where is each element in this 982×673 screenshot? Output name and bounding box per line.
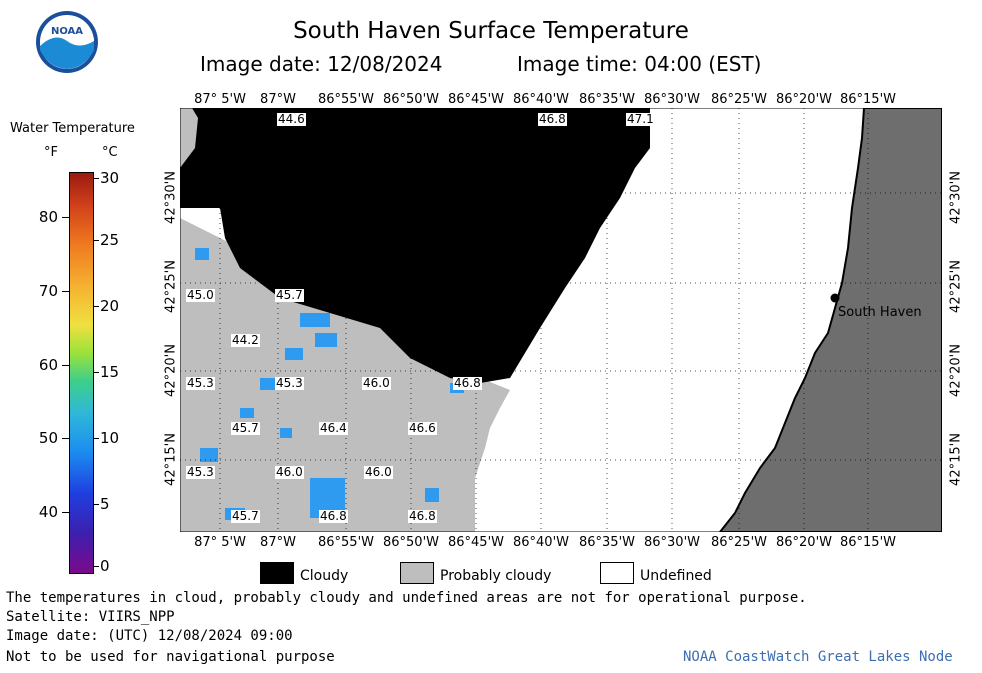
colorbar-c-tick: 30	[100, 169, 120, 187]
image-date: Image date: 12/08/2024	[200, 52, 443, 76]
lon-label-bottom: 87°W	[260, 535, 296, 550]
colorbar-f-tick: 70	[38, 282, 58, 300]
temperature-label: 46.8	[453, 376, 482, 390]
lat-label-left: 42°15'N	[163, 433, 179, 486]
colorbar-f-tick-mark	[62, 365, 69, 366]
colorbar-f-tick-mark	[62, 438, 69, 439]
legend-probably-cloudy-label: Probably cloudy	[440, 568, 552, 584]
colorbar-title: Water Temperature	[10, 121, 135, 136]
temperature-label: 46.8	[538, 112, 567, 126]
lon-label-top: 86°55'W	[317, 92, 374, 107]
colorbar-unit-c: °C	[102, 145, 118, 160]
temperature-label: 45.7	[275, 288, 304, 302]
lon-label-top: 86°15'W	[839, 92, 896, 107]
legend-cloudy-swatch	[260, 562, 294, 584]
temperature-label: 44.6	[277, 112, 306, 126]
colorbar-c-tick-mark	[93, 240, 99, 241]
temperature-label: 46.6	[408, 421, 437, 435]
colorbar-f-tick: 50	[38, 429, 58, 447]
colorbar-c-tick-mark	[93, 438, 99, 439]
colorbar-c-tick: 5	[100, 495, 110, 513]
colorbar-c-tick: 25	[100, 231, 120, 249]
lon-label-top: 86°50'W	[382, 92, 439, 107]
lon-label-bottom: 86°20'W	[775, 535, 832, 550]
colorbar-f-tick-mark	[62, 217, 69, 218]
lon-label-bottom: 86°40'W	[512, 535, 569, 550]
colorbar-f-tick-mark	[62, 512, 69, 513]
temperature-label: 46.8	[319, 509, 348, 523]
footer-navigation-warning: Not to be used for navigational purpose	[6, 649, 335, 665]
lon-label-bottom: 86°55'W	[317, 535, 374, 550]
noaa-logo: NOAA	[36, 11, 98, 73]
colorbar-f-tick: 80	[38, 208, 58, 226]
colorbar-f-tick-mark	[62, 291, 69, 292]
legend-cloudy-label: Cloudy	[300, 568, 349, 584]
colorbar-unit-f: °F	[44, 145, 58, 160]
page-title: South Haven Surface Temperature	[293, 18, 689, 44]
lon-label-bottom: 86°25'W	[710, 535, 767, 550]
image-time: Image time: 04:00 (EST)	[517, 52, 762, 76]
colorbar-c-tick: 20	[100, 297, 120, 315]
colorbar-c-tick: 15	[100, 363, 120, 381]
footer-utc-date: Image date: (UTC) 12/08/2024 09:00	[6, 628, 293, 644]
colorbar-f-tick: 60	[38, 356, 58, 374]
colorbar-c-tick-mark	[93, 566, 99, 567]
lon-label-top: 86°25'W	[710, 92, 767, 107]
lat-label-right: 42°25'N	[948, 260, 964, 313]
colorbar-c-tick: 10	[100, 429, 120, 447]
lon-label-bottom: 86°30'W	[643, 535, 700, 550]
south-haven-marker	[830, 293, 840, 303]
colorbar-f-tick: 40	[38, 503, 58, 521]
lat-label-right: 42°15'N	[948, 433, 964, 486]
colorbar-c-tick-mark	[93, 306, 99, 307]
temperature-label: 46.0	[275, 465, 304, 479]
colorbar-c-tick-mark	[93, 178, 99, 179]
footer-credit: NOAA CoastWatch Great Lakes Node	[683, 649, 953, 665]
temperature-label: 45.0	[186, 288, 215, 302]
lon-label-bottom: 86°35'W	[578, 535, 635, 550]
footer-satellite: Satellite: VIIRS_NPP	[6, 609, 175, 625]
lon-label-top: 86°20'W	[775, 92, 832, 107]
lat-label-left: 42°25'N	[163, 260, 179, 313]
temperature-label: 45.3	[275, 376, 304, 390]
legend-undefined-swatch	[600, 562, 634, 584]
temperature-label: 45.3	[186, 465, 215, 479]
temperature-label: 46.0	[364, 465, 393, 479]
water-temperature-pixels	[195, 248, 464, 520]
lon-label-bottom: 87° 5'W	[194, 535, 246, 550]
temperature-label: 46.8	[408, 509, 437, 523]
colorbar	[69, 172, 94, 574]
lon-label-bottom: 86°15'W	[839, 535, 896, 550]
lon-label-top: 86°40'W	[512, 92, 569, 107]
lat-label-right: 42°20'N	[948, 344, 964, 397]
lon-label-top: 87°W	[260, 92, 296, 107]
lat-label-left: 42°20'N	[163, 344, 179, 397]
lat-label-left: 42°30'N	[163, 171, 179, 224]
lon-label-top: 86°30'W	[643, 92, 700, 107]
temperature-label: 45.3	[186, 376, 215, 390]
temperature-label: 46.0	[362, 376, 391, 390]
colorbar-c-tick-mark	[93, 504, 99, 505]
lon-label-bottom: 86°50'W	[382, 535, 439, 550]
temperature-label: 45.7	[231, 421, 260, 435]
temperature-label: 45.7	[231, 509, 260, 523]
lat-label-right: 42°30'N	[948, 171, 964, 224]
land-area	[718, 108, 942, 532]
cloudy-area	[180, 108, 650, 383]
temperature-label: 44.2	[231, 333, 260, 347]
lon-label-bottom: 86°45'W	[447, 535, 504, 550]
temperature-label: 46.4	[319, 421, 348, 435]
lon-label-top: 87° 5'W	[194, 92, 246, 107]
legend-undefined-label: Undefined	[640, 568, 712, 584]
legend-probably-cloudy-swatch	[400, 562, 434, 584]
lon-label-top: 86°45'W	[447, 92, 504, 107]
temperature-label: 47.1	[626, 112, 655, 126]
city-label: South Haven	[838, 305, 922, 320]
colorbar-c-tick: 0	[100, 557, 110, 575]
colorbar-c-tick-mark	[93, 372, 99, 373]
lon-label-top: 86°35'W	[578, 92, 635, 107]
logo-text: NOAA	[51, 26, 83, 37]
footer-disclaimer: The temperatures in cloud, probably clou…	[6, 590, 807, 606]
